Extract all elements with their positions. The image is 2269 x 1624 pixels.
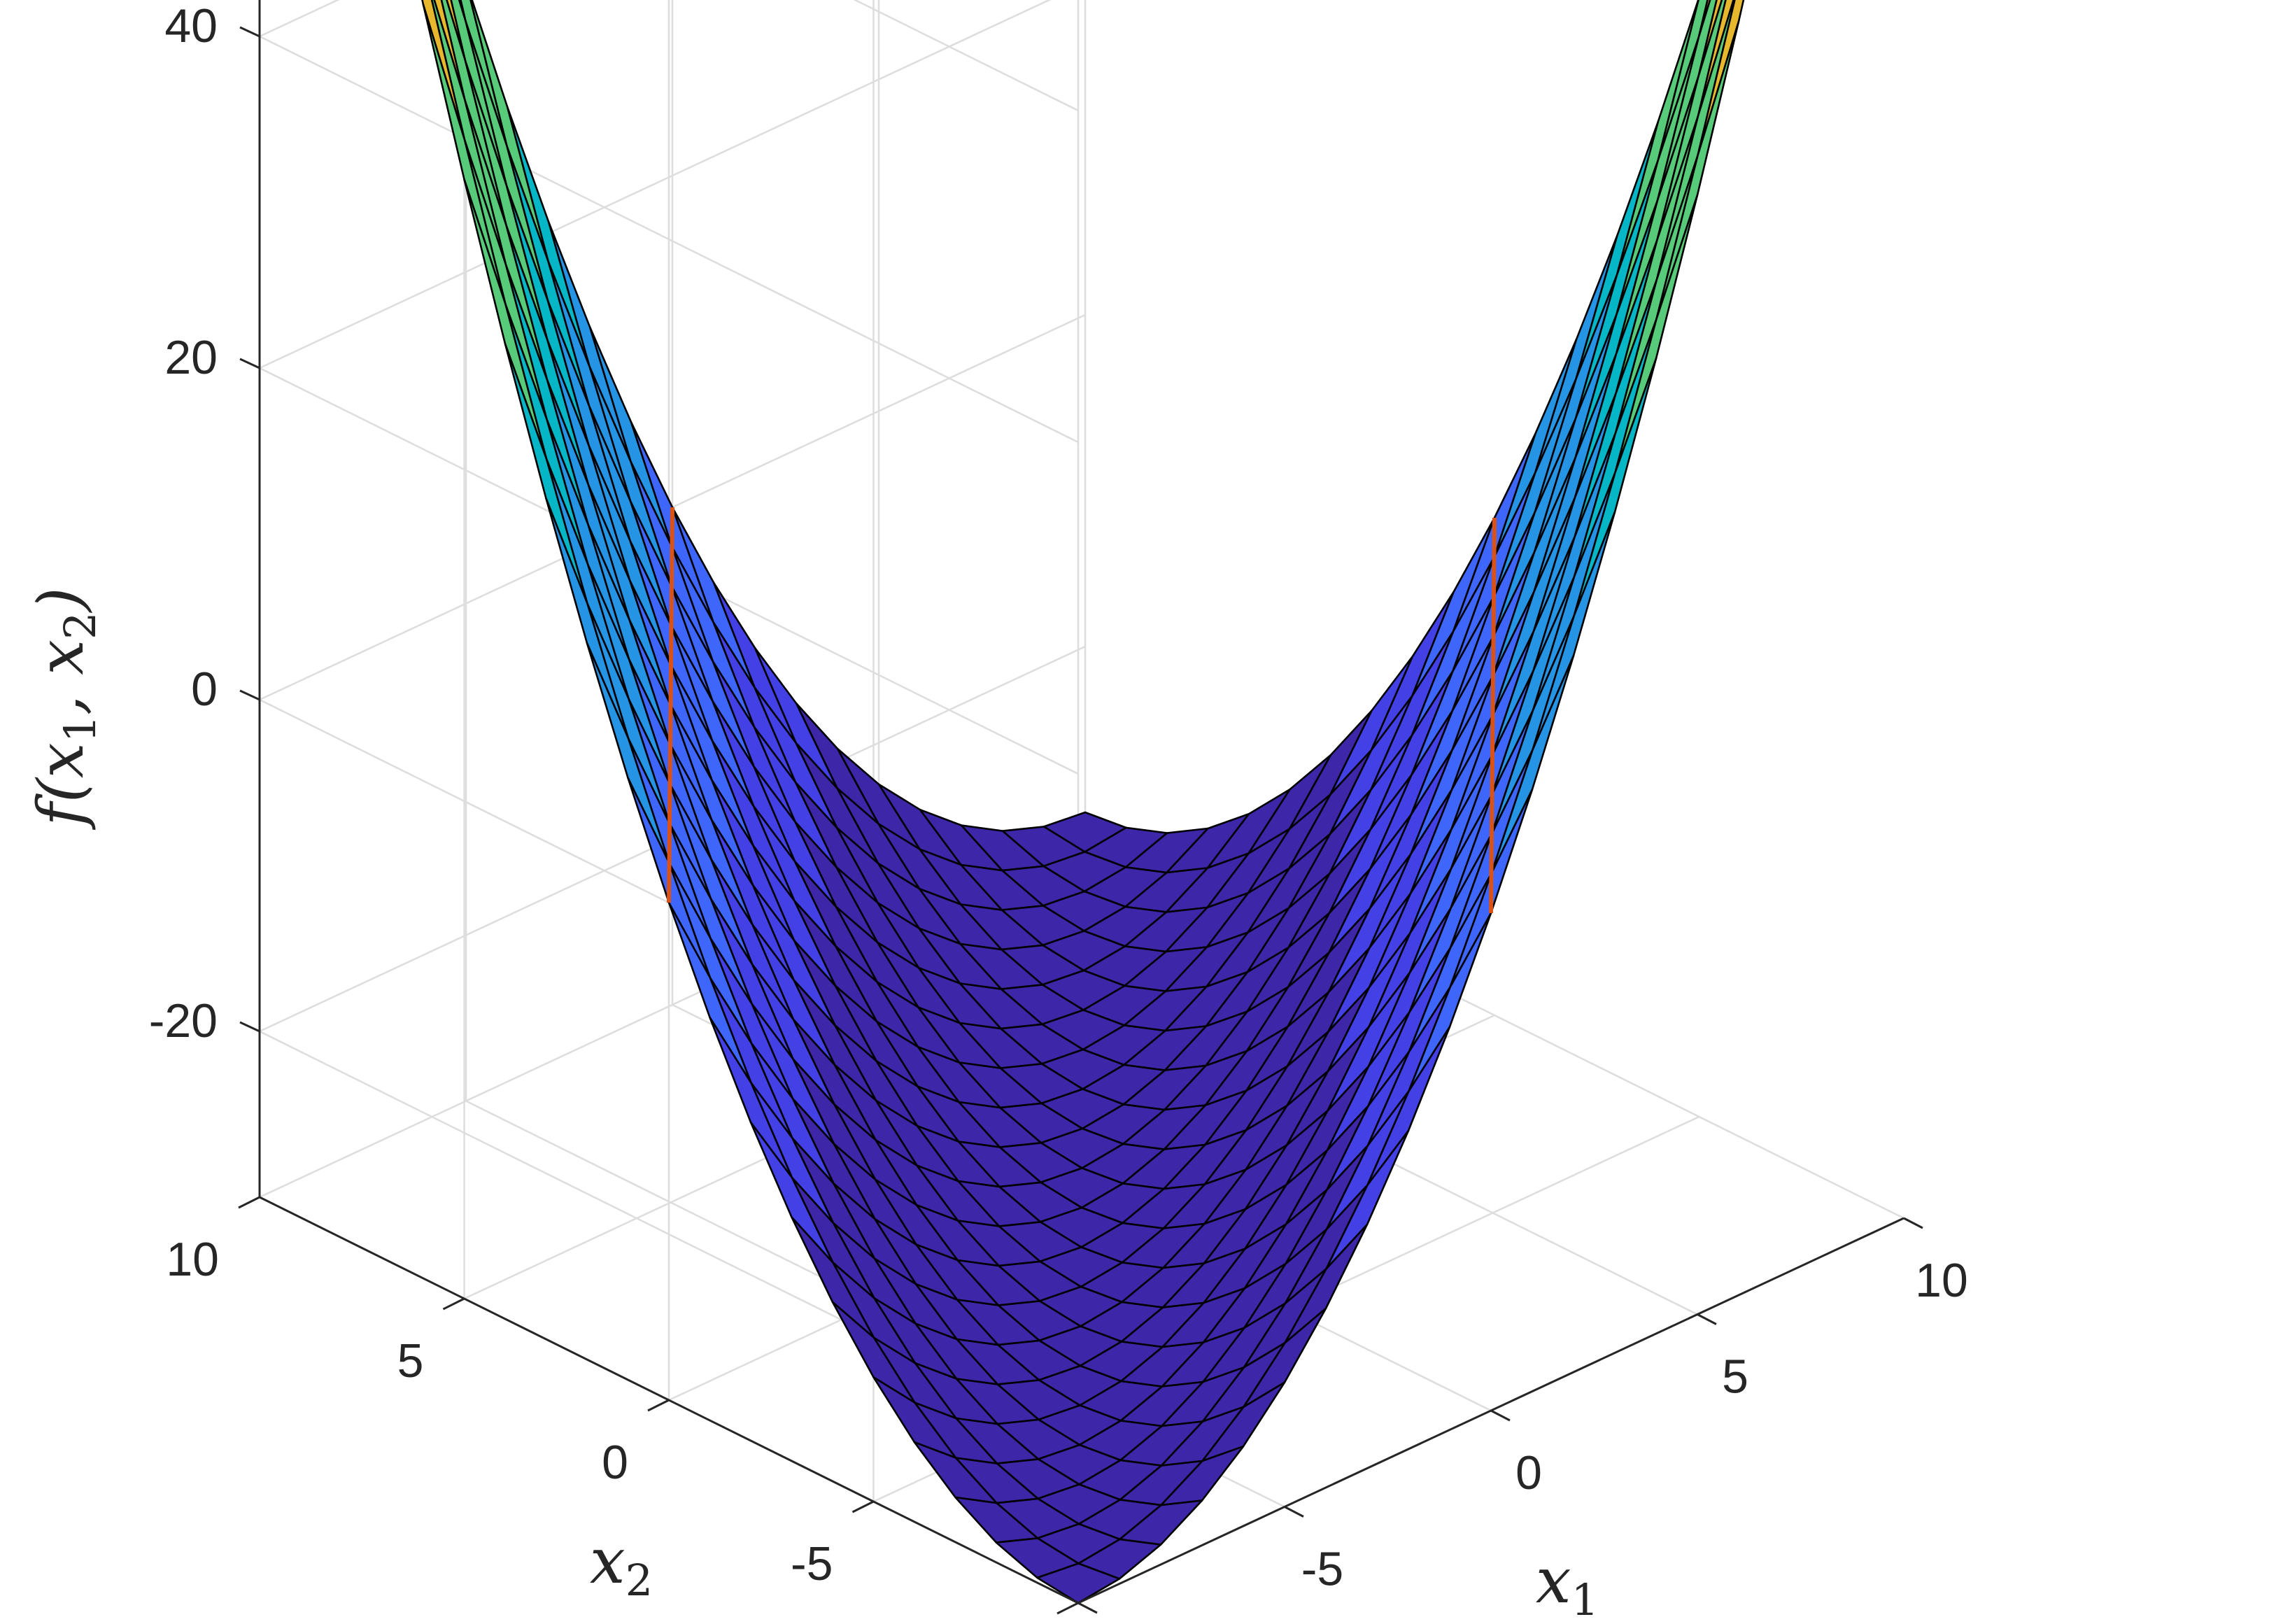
level-line-left [667,507,674,903]
x-tick [1697,1313,1717,1325]
grid-line [853,0,1079,112]
x-tick-label: 0 [1515,1446,1542,1499]
y-tick [1056,1602,1079,1615]
y-axis-label: x2 [590,1525,653,1606]
axes [238,0,1923,1615]
z-tick [239,689,260,701]
y-tick-label: 0 [602,1436,628,1489]
y-tick-label: 10 [166,1233,219,1286]
y-tick [647,1399,670,1412]
x-tick [1284,1506,1304,1518]
surface [421,0,1745,1604]
z-tick-label: 20 [164,331,218,384]
z-tick [239,26,260,38]
z-tick [239,1021,260,1033]
y-tick [851,1500,875,1513]
y-tick [442,1297,465,1311]
x-axis-label: x1 [1536,1544,1599,1624]
x-tick [1077,1602,1098,1614]
z-tick-label: -20 [149,994,218,1047]
y-tick [238,1196,260,1209]
x-tick-label: -5 [1301,1543,1343,1596]
y-tick-label: -5 [791,1537,833,1590]
x-tick-label: 10 [1915,1254,1968,1307]
grid-line [259,35,1079,444]
z-tick-label: 0 [191,663,218,716]
z-tick-label: 40 [164,0,218,52]
y-tick-label: 5 [397,1334,424,1388]
z-tick [239,358,260,369]
level-line-right [1489,517,1497,914]
z-axis-label: f(x1, x2) [24,587,106,830]
x-tick-label: 5 [1722,1350,1748,1404]
x-tick [1490,1409,1511,1422]
x-tick [1903,1217,1923,1229]
surface-patch [1036,1562,1121,1604]
grid-line [259,0,1052,369]
